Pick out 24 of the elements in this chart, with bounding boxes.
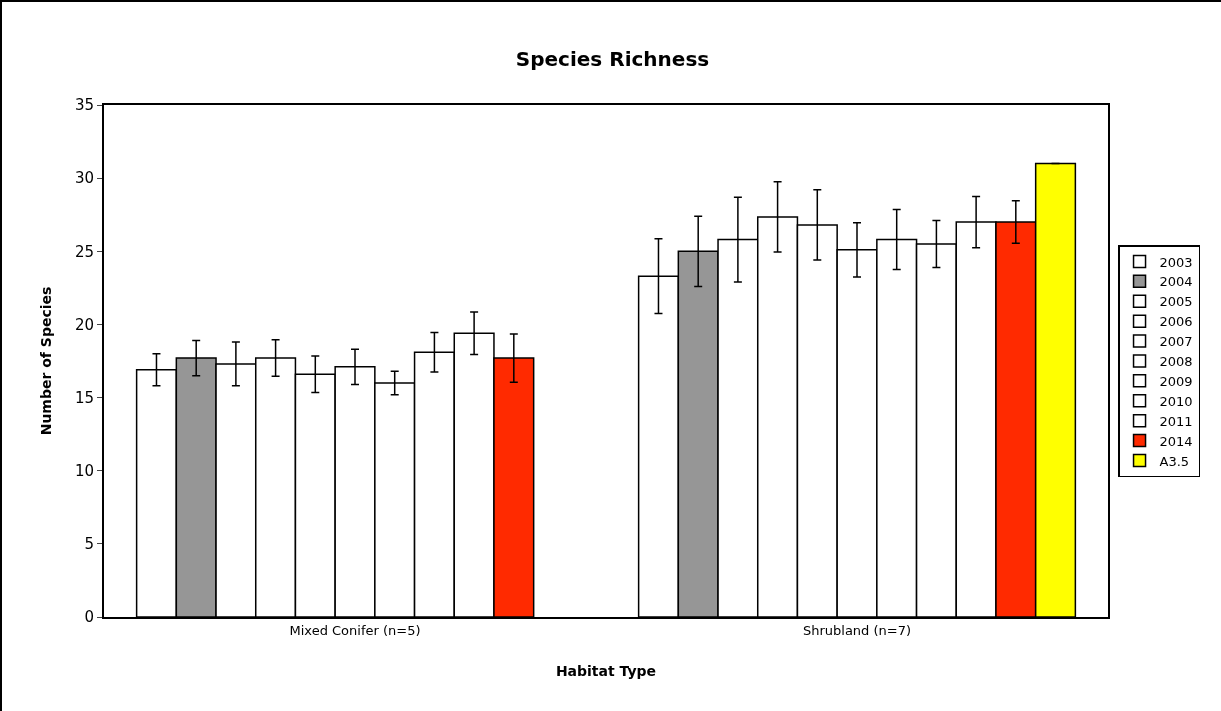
x-tick-label: Mixed Conifer (n=5) (289, 622, 421, 638)
legend-label: 2010 (1159, 393, 1193, 409)
y-tick-label: 30 (74, 169, 94, 188)
y-tick-label: 25 (74, 242, 94, 261)
y-tick-label: 35 (74, 96, 94, 115)
legend-label: 2006 (1159, 314, 1193, 330)
legend-label: 2003 (1159, 254, 1193, 270)
y-tick-label: 15 (74, 388, 94, 407)
chart-title: Species Richness (515, 46, 710, 71)
legend-label: A3.5 (1159, 453, 1190, 469)
legend-label: 2005 (1159, 294, 1193, 310)
legend-label: 2011 (1159, 413, 1193, 429)
x-tick-label: Shrubland (n=7) (802, 622, 912, 638)
legend-label: 2009 (1159, 373, 1193, 389)
y-tick-label: 10 (74, 461, 94, 480)
legend-label: 2004 (1159, 274, 1193, 290)
y-tick-label: 20 (74, 315, 94, 334)
x-axis-title: Habitat Type (555, 663, 657, 680)
legend-label: 2007 (1159, 334, 1193, 350)
y-axis-title: Number of Species (38, 286, 55, 436)
y-tick-label: 5 (84, 535, 94, 554)
legend-label: 2008 (1159, 354, 1193, 370)
legend-label: 2014 (1159, 433, 1193, 449)
y-tick-label: 0 (84, 608, 94, 627)
